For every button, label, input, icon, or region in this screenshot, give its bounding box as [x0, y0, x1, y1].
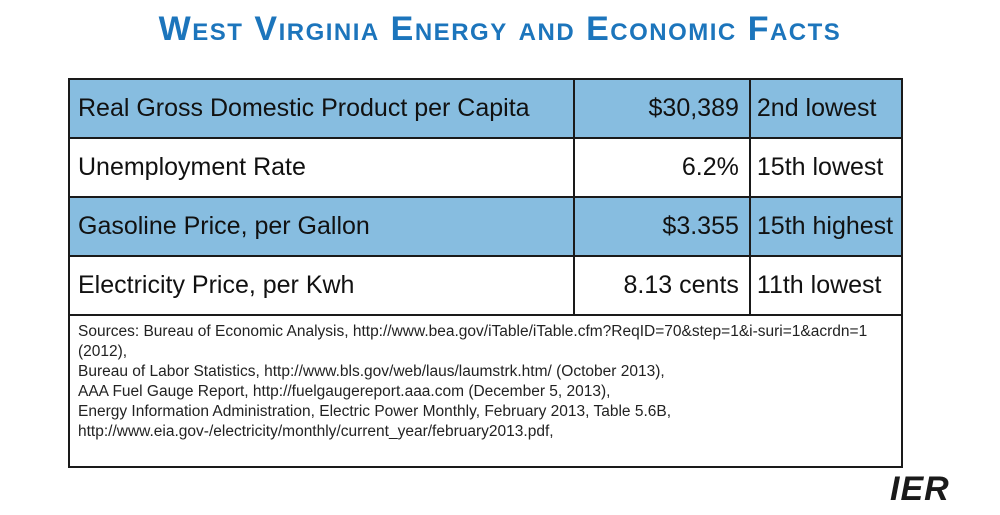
source-line: AAA Fuel Gauge Report, http://fuelgauger… [78, 383, 611, 400]
row-label: Unemployment Rate [68, 137, 575, 198]
ier-logo-text: IER [890, 470, 950, 505]
facts-table: Real Gross Domestic Product per Capita $… [68, 78, 904, 468]
row-rank: 2nd lowest [748, 78, 904, 139]
source-line: Sources: Bureau of Economic Analysis, ht… [78, 323, 868, 360]
row-label: Electricity Price, per Kwh [68, 255, 575, 316]
row-rank: 11th lowest [748, 255, 904, 316]
table-row: Real Gross Domestic Product per Capita $… [68, 78, 904, 139]
row-value: 6.2% [572, 137, 751, 198]
row-label: Gasoline Price, per Gallon [68, 196, 575, 257]
row-rank: 15th lowest [748, 137, 904, 198]
row-label: Real Gross Domestic Product per Capita [68, 78, 575, 139]
sources-row: Sources: Bureau of Economic Analysis, ht… [68, 314, 903, 468]
ier-logo: IER [890, 470, 950, 505]
row-value: 8.13 cents [572, 255, 751, 316]
row-value: $3.355 [572, 196, 751, 257]
table-row: Unemployment Rate 6.2% 15th lowest [68, 137, 904, 198]
source-line: Energy Information Administration, Elect… [78, 403, 672, 440]
source-line: Bureau of Labor Statistics, http://www.b… [78, 363, 665, 380]
page-title: West Virginia Energy and Economic Facts [158, 10, 842, 48]
sources-cell: Sources: Bureau of Economic Analysis, ht… [68, 314, 903, 468]
row-value: $30,389 [572, 78, 751, 139]
table-row: Electricity Price, per Kwh 8.13 cents 11… [68, 255, 904, 316]
table-row: Gasoline Price, per Gallon $3.355 15th h… [68, 196, 904, 257]
row-rank: 15th highest [748, 196, 904, 257]
